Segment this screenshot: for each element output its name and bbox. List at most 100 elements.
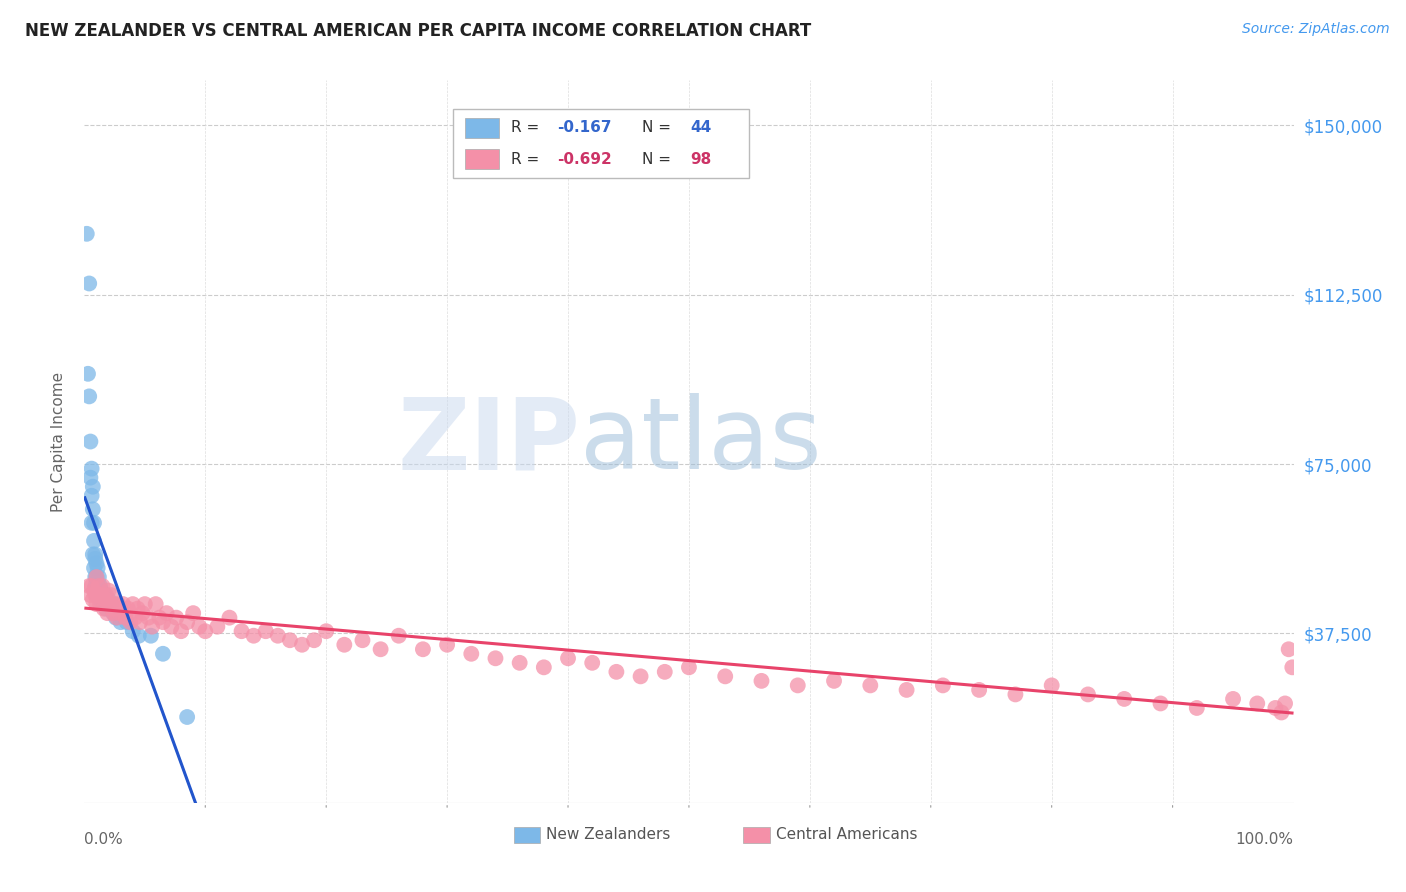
Point (124, 610, 146, 624)
Point (160, 620, 183, 634)
Y-axis label: Per Capita Income: Per Capita Income (51, 371, 66, 512)
Point (1149, 697, 1171, 711)
Point (139, 629, 162, 643)
Point (77, 579, 100, 593)
Point (254, 624, 277, 639)
Point (86, 597, 108, 611)
Point (110, 615, 132, 630)
Point (83, 516, 105, 530)
Text: NEW ZEALANDER VS CENTRAL AMERICAN PER CAPITA INCOME CORRELATION CHART: NEW ZEALANDER VS CENTRAL AMERICAN PER CA… (25, 22, 811, 40)
Point (605, 665, 627, 679)
Point (93, 597, 115, 611)
Point (101, 601, 124, 615)
Point (89, 579, 111, 593)
Point (91, 579, 114, 593)
Point (460, 647, 482, 661)
Point (352, 633, 374, 648)
Text: New Zealanders: New Zealanders (547, 827, 671, 842)
Point (86, 557, 108, 571)
Point (1077, 687, 1099, 701)
Point (94, 588, 117, 602)
Point (121, 624, 143, 639)
Point (79, 434, 101, 449)
Point (207, 620, 229, 634)
Point (86, 588, 108, 602)
Point (231, 624, 253, 639)
Point (82, 502, 104, 516)
Point (110, 601, 132, 615)
FancyBboxPatch shape (465, 118, 499, 138)
Point (1222, 692, 1244, 706)
Point (509, 656, 531, 670)
Point (86, 588, 108, 602)
Point (242, 629, 264, 643)
Point (90, 588, 112, 602)
Point (176, 710, 198, 724)
Point (823, 673, 845, 688)
Point (83, 583, 105, 598)
Point (87, 579, 110, 593)
Point (100, 597, 122, 611)
Point (76, 227, 98, 241)
Point (80, 489, 103, 503)
Text: Central Americans: Central Americans (776, 827, 918, 842)
Point (80, 516, 103, 530)
Point (82, 592, 104, 607)
Point (1278, 642, 1301, 657)
Point (165, 610, 187, 624)
Point (786, 678, 808, 692)
Text: 44: 44 (690, 120, 711, 136)
Point (218, 610, 240, 624)
Point (134, 597, 156, 611)
Point (484, 651, 506, 665)
Text: -0.692: -0.692 (557, 152, 612, 167)
Text: 98: 98 (690, 152, 711, 167)
Point (82, 548, 104, 562)
Point (100, 588, 122, 602)
Point (83, 533, 105, 548)
Point (176, 615, 198, 630)
Point (155, 606, 177, 620)
Point (91, 588, 114, 602)
Point (105, 610, 128, 624)
Point (1185, 701, 1208, 715)
Point (138, 610, 160, 624)
Point (1246, 697, 1268, 711)
Point (80, 579, 103, 593)
Point (82, 480, 104, 494)
Point (145, 597, 167, 611)
Point (127, 601, 149, 615)
Point (84, 588, 107, 602)
Point (1264, 701, 1286, 715)
Point (654, 665, 676, 679)
Text: 0.0%: 0.0% (84, 831, 124, 847)
Text: ZIP: ZIP (398, 393, 581, 490)
Point (630, 669, 652, 683)
Point (302, 633, 325, 648)
Point (114, 610, 136, 624)
Point (77, 389, 100, 403)
Point (181, 606, 204, 620)
Point (388, 629, 411, 643)
Point (370, 642, 392, 657)
Point (1114, 692, 1136, 706)
Point (86, 561, 108, 575)
Point (533, 660, 555, 674)
Point (859, 678, 882, 692)
Point (77, 367, 100, 381)
Point (129, 615, 152, 630)
Point (412, 642, 434, 657)
Point (117, 601, 139, 615)
Point (84, 548, 107, 562)
Point (98, 597, 121, 611)
Point (94, 588, 117, 602)
Text: Source: ZipAtlas.com: Source: ZipAtlas.com (1241, 22, 1389, 37)
Point (94, 601, 117, 615)
Point (86, 579, 108, 593)
Point (89, 597, 111, 611)
Point (932, 678, 955, 692)
Point (436, 638, 458, 652)
Point (1274, 697, 1296, 711)
Point (967, 682, 990, 697)
Point (79, 470, 101, 484)
